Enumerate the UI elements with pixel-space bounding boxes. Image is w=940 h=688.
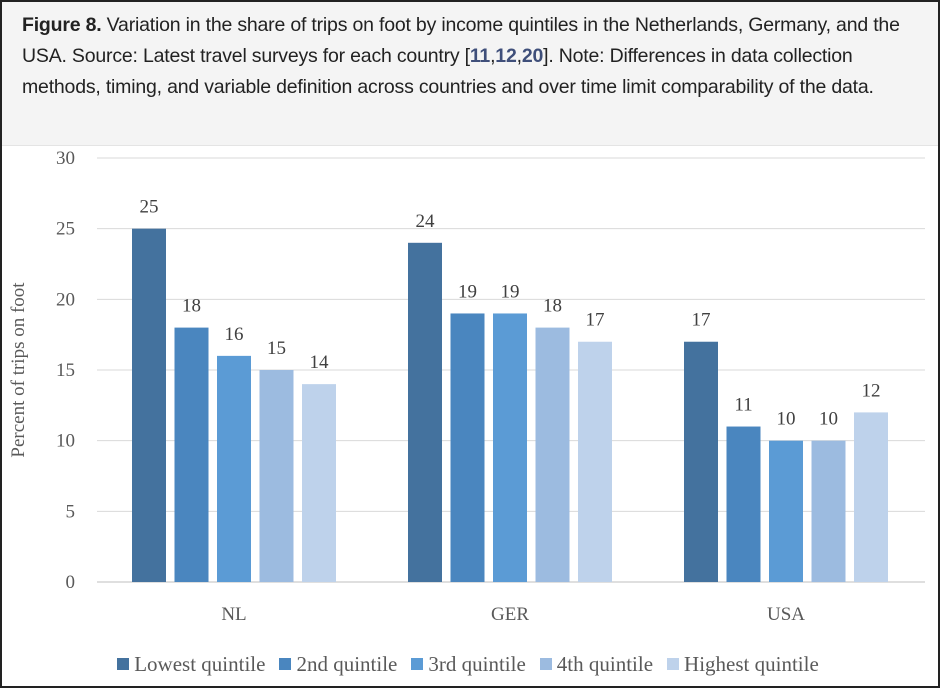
legend-label: 3rd quintile: [428, 652, 526, 676]
bar-2nd-quintile: [450, 313, 485, 582]
data-label: 18: [182, 296, 201, 317]
bar-4th-quintile: [811, 440, 846, 582]
x-tick-label: GER: [491, 604, 529, 625]
bar-4th-quintile: [259, 370, 294, 582]
legend-item: 4th quintile: [539, 652, 654, 676]
data-label: 18: [543, 296, 562, 317]
data-label: 14: [310, 352, 330, 373]
legend-swatch: [411, 658, 424, 670]
reference-link[interactable]: 11: [469, 45, 491, 67]
legend-swatch: [279, 658, 292, 670]
bar-4th-quintile: [535, 327, 570, 582]
legend-label: 2nd quintile: [296, 652, 398, 676]
data-label: 19: [458, 281, 477, 302]
chart-legend: Lowest quintile 2nd quintile 3rd quintile 4…: [0, 652, 936, 677]
legend-label: Highest quintile: [684, 652, 819, 676]
data-label: 25: [140, 197, 159, 218]
bar-3rd-quintile: [769, 440, 803, 582]
bar-highest-quintile: [578, 341, 612, 582]
bar-3rd-quintile: [217, 355, 251, 582]
legend-item: Lowest quintile: [117, 652, 265, 676]
caption-text: Variation in the share of trips on foot …: [22, 14, 900, 67]
bar-lowest-quintile: [684, 341, 718, 582]
reference-link[interactable]: 20: [521, 45, 544, 67]
x-tick-label: NL: [221, 604, 246, 625]
y-tick-label: 30: [56, 148, 75, 169]
y-tick-label: 20: [56, 289, 75, 310]
bar-2nd-quintile: [726, 426, 761, 582]
y-tick-label: 25: [56, 219, 75, 240]
data-label: 10: [819, 409, 838, 430]
legend-item: Highest quintile: [667, 652, 819, 676]
data-label: 17: [586, 310, 605, 331]
y-tick-label: 10: [56, 431, 75, 452]
legend-swatch: [117, 658, 130, 670]
data-label: 24: [416, 211, 436, 232]
caption-label: Figure 8.: [22, 14, 102, 36]
data-label: 11: [734, 395, 752, 416]
data-label: 15: [267, 338, 286, 359]
data-label: 10: [777, 409, 796, 430]
reference-link[interactable]: 12: [495, 45, 517, 67]
legend-label: Lowest quintile: [134, 652, 266, 676]
bar-lowest-quintile: [132, 228, 166, 582]
legend-item: 3rd quintile: [411, 652, 526, 676]
y-tick-label: 15: [56, 360, 75, 381]
data-label: 17: [692, 310, 711, 331]
legend-item: 2nd quintile: [279, 652, 397, 676]
legend-label: 4th quintile: [556, 652, 654, 676]
x-tick-label: USA: [767, 604, 805, 625]
data-label: 16: [225, 324, 244, 345]
bar-2nd-quintile: [174, 327, 209, 582]
legend-swatch: [539, 658, 552, 670]
y-axis-title: Percent of trips on foot: [8, 282, 29, 458]
data-label: 19: [501, 281, 520, 302]
bar-lowest-quintile: [408, 242, 442, 583]
caption-text-note: ]. Note: Differences in data collection …: [22, 45, 874, 98]
bar-3rd-quintile: [493, 313, 527, 582]
figure-caption: Figure 8. Variation in the share of trip…: [2, 2, 938, 146]
y-tick-label: 0: [66, 572, 76, 593]
legend-swatch: [667, 658, 680, 670]
bar-highest-quintile: [302, 384, 336, 582]
data-label: 12: [862, 380, 881, 401]
y-tick-label: 5: [66, 501, 76, 522]
bar-highest-quintile: [854, 412, 888, 582]
